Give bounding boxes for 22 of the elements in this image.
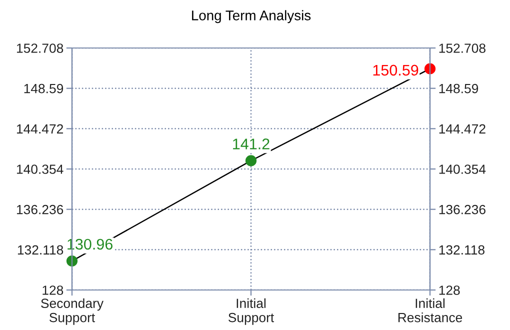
- y2-tick-label: 148.59: [439, 84, 478, 94]
- y-tick-label: 144.472: [16, 124, 64, 134]
- y-tick-label: 128: [42, 286, 64, 295]
- y2-tick-label: 132.118: [439, 245, 484, 255]
- point: [66, 255, 78, 267]
- y-tick-label: 136.236: [16, 204, 64, 214]
- y2-tick-label: 140.354: [439, 164, 486, 174]
- x-tick-label: Secondary Support: [41, 298, 104, 325]
- y-tick-label: 148.59: [24, 84, 64, 94]
- x-tick-label: Initial Support: [228, 298, 274, 325]
- y2-tick-label: 144.472: [439, 124, 486, 134]
- data-label: 150.59: [373, 64, 418, 76]
- y2-tick-label: 152.708: [439, 44, 486, 53]
- x-tick-label: Initial Resistance: [398, 298, 462, 322]
- y-tick-label: 132.118: [18, 245, 64, 255]
- point: [245, 155, 257, 166]
- data-label: 141.2: [233, 138, 270, 150]
- y-tick-label: 140.354: [16, 164, 64, 174]
- y2-tick-label: 136.236: [439, 204, 486, 214]
- y2-tick-label: 128: [439, 286, 460, 295]
- chart-title: Long Term Analysis: [192, 10, 311, 24]
- y-tick-label: 152.708: [16, 44, 64, 53]
